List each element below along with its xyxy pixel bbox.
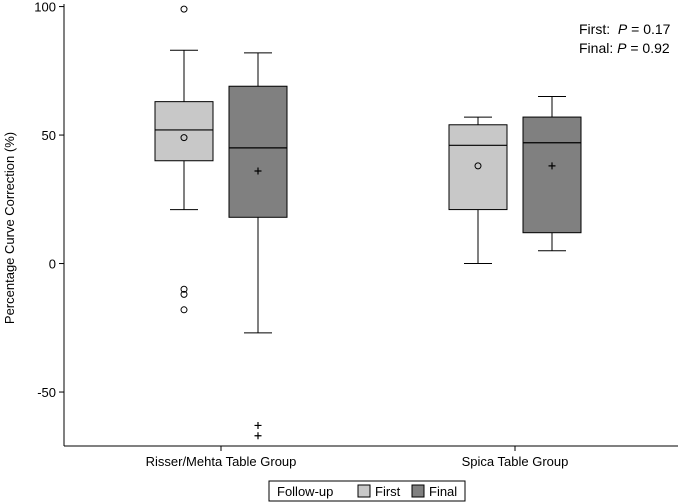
- outlier-point: [254, 421, 262, 429]
- iqr-box: [522, 116, 582, 234]
- box-first: [448, 116, 508, 265]
- boxes: [154, 5, 582, 440]
- y-axis-ticks: 100 50 0 -50: [34, 0, 64, 400]
- outlier-point: [180, 290, 188, 298]
- legend: Follow-up First Final: [268, 480, 466, 502]
- x-tick-label: Risser/Mehta Table Group: [146, 454, 297, 469]
- legend-swatch-first: [357, 484, 371, 498]
- iqr-box: [154, 101, 214, 162]
- annotation-final: Final: P = 0.92: [579, 40, 670, 56]
- annotation-first: First: P = 0.17: [579, 21, 671, 37]
- mean-marker: [254, 167, 262, 175]
- iqr-box: [448, 124, 508, 211]
- y-axis-label: Percentage Curve Correction (%): [2, 132, 17, 324]
- outlier-point: [180, 5, 188, 13]
- legend-label-final: Final: [429, 484, 457, 499]
- outlier-point: [254, 432, 262, 440]
- outlier-point: [180, 285, 188, 293]
- box-final: [228, 52, 288, 440]
- p-value-annotation: First: P = 0.17 Final: P = 0.92: [579, 21, 671, 56]
- mean-marker: [474, 162, 482, 170]
- mean-marker: [180, 134, 188, 142]
- plot-area: [63, 4, 678, 447]
- y-tick-label: -50: [37, 385, 56, 400]
- y-tick-label: 0: [49, 257, 56, 272]
- legend-swatch-final: [411, 484, 425, 498]
- box-first: [154, 5, 214, 314]
- iqr-box: [228, 85, 288, 218]
- outlier-point: [180, 306, 188, 314]
- y-tick-label: 100: [34, 0, 56, 15]
- x-tick-label: Spica Table Group: [462, 454, 569, 469]
- box-final: [522, 96, 582, 252]
- legend-title: Follow-up: [277, 484, 333, 499]
- x-axis-ticks: Risser/Mehta Table Group Spica Table Grou…: [146, 446, 569, 469]
- legend-label-first: First: [375, 484, 401, 499]
- mean-marker: [548, 162, 556, 170]
- y-tick-label: 50: [42, 128, 56, 143]
